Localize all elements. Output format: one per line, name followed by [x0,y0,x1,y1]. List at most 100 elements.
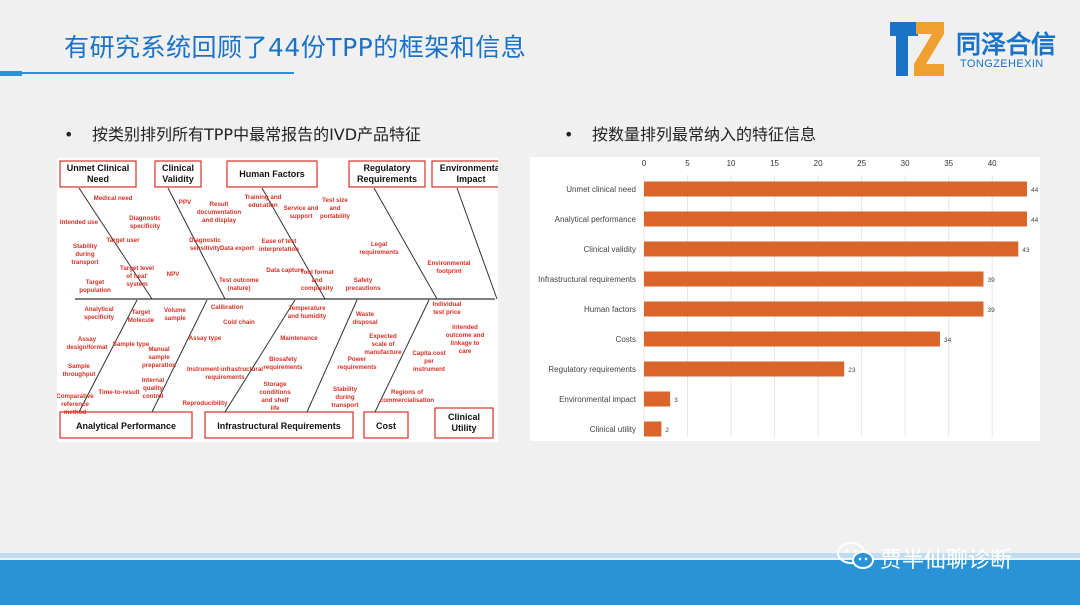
fishbone-factor-label: outcome and [446,332,485,339]
bar-value-label: 44 [1031,187,1039,194]
fishbone-factor-label: Power [348,356,367,363]
category-label: Infrastructural requirements [538,275,636,284]
fishbone-factor-label: Intended use [60,219,99,226]
fishbone-factor-label: requirements [359,249,399,256]
fishbone-factor-label: Individual [433,301,462,308]
fishbone-factor-label: Analytical [84,306,114,313]
fishbone-factor-label: Intended [452,324,478,331]
bar [644,211,1027,227]
top-category-label: Impact [456,174,485,184]
fishbone-factor-label: Data capture [266,267,304,274]
category-label: Clinical validity [584,245,636,254]
bottom-category-box [363,411,409,439]
bar-value-label: 34 [944,337,952,344]
fishbone-factor-label: method [64,409,87,416]
bullet-right-text: 按数量排列最常纳入的特征信息 [592,125,817,144]
fishbone-factor-label: Biosafety [269,356,297,363]
bottom-bone [224,299,296,413]
fishbone-factor-label: Data export [220,245,254,252]
title-underline [22,72,294,74]
fishbone-factor-label: Legal [371,241,387,248]
wechat-icon [837,542,874,569]
bottom-category-label: Clinical [448,412,480,422]
fishbone-factor-label: Environmental [428,260,471,267]
fishbone-factor-label: Stability [73,243,98,250]
fishbone-factor-label: specificity [130,223,161,230]
fishbone-factor-label: Assay [78,336,97,343]
fishbone-factor-label: Target [132,309,150,316]
fishbone-factor-label: linkage to [451,340,480,347]
top-category-box [59,160,137,188]
top-category-label: Human Factors [239,169,305,179]
category-label: Environmental impact [559,395,637,404]
fishbone-factor-label: Sample type [113,341,150,348]
fishbone-factor-label: Result [210,201,229,208]
top-category-box [431,160,511,188]
x-tick-label: 15 [770,159,779,168]
fishbone-factor-label: Target [86,279,104,286]
fishbone-factor-label: and [329,205,340,212]
bar [644,271,984,287]
fishbone-factor-label: documentation [197,209,242,216]
bullet-left: • 按类别排列所有TPP中最常报告的IVD产品特征 [64,121,421,145]
watermark: 贾半仙聊诊断 [836,540,1056,576]
bar-value-label: 2 [665,427,669,434]
fishbone-factor-label: complexity [301,285,334,292]
fishbone-factor-label: Time-to-result [98,389,139,396]
fishbone-factor-label: and [311,277,322,284]
fishbone-factor-label: Reproducibility [182,400,228,407]
fishbone-factor-label: Calibration [211,304,244,311]
fishbone-factor-label: manufacture [364,349,402,356]
fishbone-factor-label: scale of [371,341,395,348]
top-category-box [226,160,318,188]
bottom-bone [151,299,208,413]
fishbone-diagram: Unmet Clinical Need Clinical Validity Human … [56,158,511,442]
top-category-box [348,160,426,188]
fishbone-factor-label: conditions [259,389,291,396]
footer-bar [0,560,1080,605]
watermark-text: 贾半仙聊诊断 [880,548,1013,573]
fishbone-factor-label: Tool format [300,269,334,276]
fishbone-factor-label: instrument [413,366,445,373]
x-tick-label: 35 [944,159,953,168]
fishbone-factor-label: and shelf [261,397,289,404]
top-category-box [154,160,202,188]
top-bone [261,187,326,300]
fishbone-factor-label: transport [331,402,358,409]
bottom-category-label: Analytical Performance [76,421,176,431]
fishbone-factor-label: Ease of test [262,238,297,245]
fishbone-factor-label: Safety [354,277,373,284]
category-label: Unmet clinical need [566,185,636,194]
fishbone-factor-label: Internal [142,377,165,384]
fishbone-factor-label: preparation [142,362,176,369]
category-label: Costs [616,335,636,344]
fishbone-factor-label: Assay type [189,335,222,342]
fishbone-factor-label: requirements [205,374,245,381]
fishbone-factor-label: footprint [436,268,461,275]
fishbone-factor-label: sample [148,354,170,361]
fishbone-factor-label: test price [433,309,461,316]
top-category-label: Regulatory [363,163,410,173]
fishbone-factor-label: portability [320,213,350,220]
fishbone-factor-label: during [75,251,94,258]
fishbone-factor-label: design/format [67,344,108,351]
bar-value-label: 43 [1022,247,1030,254]
bar [644,331,940,347]
fishbone-factor-label: Service and [284,205,319,212]
top-category-label: Requirements [357,174,417,184]
fishbone-factor-label: requirements [263,364,303,371]
x-tick-label: 0 [642,159,647,168]
fishbone-factor-label: control [143,393,164,400]
fishbone-factor-label: care [459,348,472,355]
bar [644,301,984,317]
fishbone-factor-label: support [289,213,312,220]
company-logo: 同泽合信 TONGZEHEXIN [888,18,1060,80]
fishbone-factor-label: Diagnostic [129,215,161,222]
x-tick-label: 40 [988,159,997,168]
bottom-category-box [204,411,354,439]
fishbone-factor-label: Expected [369,333,397,340]
bar [644,181,1027,197]
fishbone-factor-label: (nature) [227,285,250,292]
fishbone-factor-label: sample [164,315,186,322]
